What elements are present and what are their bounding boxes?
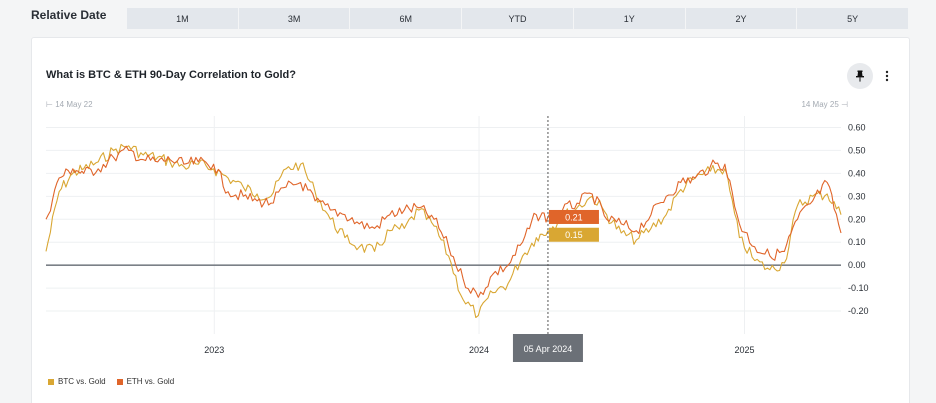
range-start-handle[interactable]: ⊢ 14 May 22 — [46, 100, 93, 109]
y-tick-label: 0.20 — [848, 214, 866, 224]
chart-card: What is BTC & ETH 90-Day Correlation to … — [31, 37, 910, 403]
y-tick-label: 0.50 — [848, 145, 866, 155]
x-tick-label: 2025 — [735, 345, 755, 355]
y-tick-label: 0.00 — [848, 260, 866, 270]
legend-item-btc[interactable]: BTC vs. Gold — [48, 377, 106, 386]
y-tick-label: 0.10 — [848, 237, 866, 247]
relative-date-label: Relative Date — [31, 8, 107, 22]
legend-swatch-eth — [116, 378, 123, 385]
y-tick-label: 0.60 — [848, 122, 866, 132]
relative-date-bar: Relative Date 1M 3M 6M YTD 1Y 2Y 5Y — [0, 0, 936, 36]
chart-title: What is BTC & ETH 90-Day Correlation to … — [46, 69, 296, 81]
range-button-ytd[interactable]: YTD — [462, 8, 574, 29]
y-tick-label: 0.40 — [848, 168, 866, 178]
range-end-handle[interactable]: 14 May 25 ⊣ — [801, 100, 848, 109]
eth-series-line — [45, 145, 842, 298]
y-tick-label: -0.20 — [848, 306, 869, 316]
range-button-1y[interactable]: 1Y — [573, 8, 686, 29]
pin-button[interactable] — [847, 63, 873, 89]
legend-swatch-btc — [48, 378, 54, 385]
range-button-6m[interactable]: 6M — [350, 8, 463, 29]
x-tick-label: 2023 — [204, 345, 224, 355]
hover-btc-badge — [548, 227, 599, 242]
range-button-3m[interactable]: 3M — [238, 8, 351, 29]
range-button-group: 1M 3M 6M YTD 1Y 2Y 5Y — [127, 8, 909, 29]
legend-item-eth[interactable]: ETH vs. Gold — [116, 377, 175, 386]
range-button-2y[interactable]: 2Y — [685, 8, 798, 29]
correlation-chart[interactable]: 0.60 0.50 0.40 0.30 0.20 0.10 0.00 -0.10 -0.20 20… — [32, 38, 909, 373]
range-start-label: 14 May 22 — [55, 100, 93, 109]
legend: BTC vs. Gold ETH vs. Gold — [48, 377, 174, 386]
range-button-5y[interactable]: 5Y — [797, 8, 909, 29]
hover-eth-badge — [548, 209, 599, 224]
more-vertical-icon — [885, 70, 889, 82]
range-end-label: 14 May 25 — [801, 100, 839, 109]
btc-series-line — [45, 143, 842, 319]
range-button-1m[interactable]: 1M — [127, 8, 239, 29]
hover-eth-value: 0.21 — [565, 212, 583, 222]
hover-date-badge — [512, 334, 583, 362]
y-tick-label: 0.30 — [848, 191, 866, 201]
legend-label-eth: ETH vs. Gold — [126, 377, 175, 386]
more-options-button[interactable] — [881, 68, 893, 84]
legend-label-btc: BTC vs. Gold — [58, 377, 106, 386]
y-tick-label: -0.10 — [848, 283, 869, 293]
hover-date-label: 05 Apr 2024 — [524, 344, 573, 354]
x-tick-label: 2024 — [469, 345, 489, 355]
hover-btc-value: 0.15 — [565, 230, 583, 240]
pin-icon — [856, 70, 864, 82]
